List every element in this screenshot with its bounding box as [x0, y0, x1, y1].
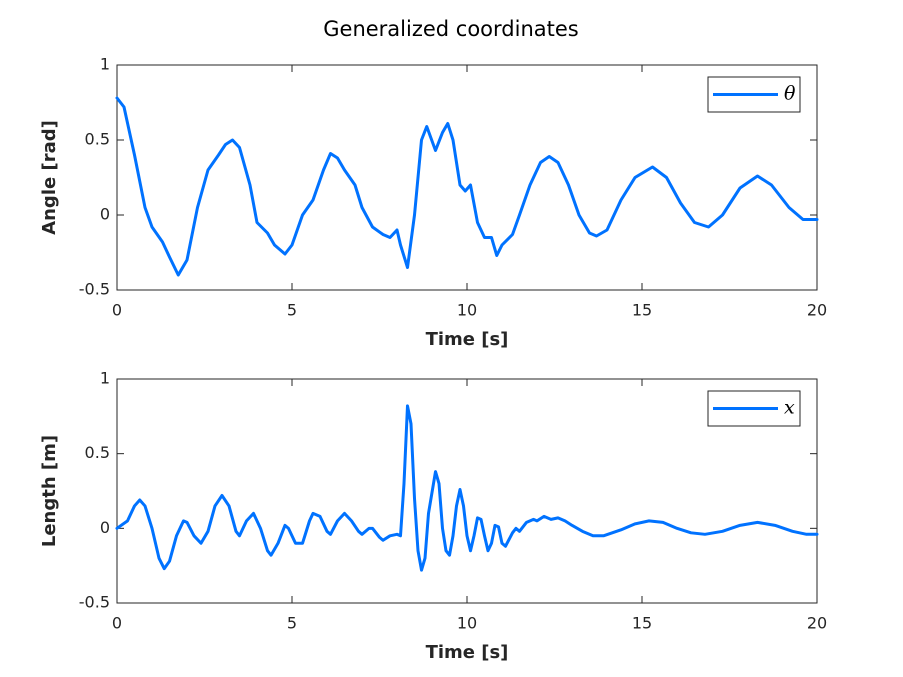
x-axis-label: Time [s]: [426, 329, 509, 350]
y-tick-label: -0.5: [79, 593, 110, 612]
x-tick-label: 15: [632, 301, 652, 320]
axes-box: [116, 64, 818, 291]
x-tick-label: 5: [287, 614, 297, 633]
y-tick-label: -0.5: [79, 280, 110, 299]
figure-title: Generalized coordinates: [323, 17, 579, 41]
x-tick-label: 0: [112, 614, 122, 633]
legend-label: θ: [784, 83, 796, 105]
x-tick-label: 15: [632, 614, 652, 633]
x-tick-label: 20: [807, 614, 827, 633]
y-axis-label: Length [m]: [39, 435, 60, 547]
plot-area: [117, 379, 817, 603]
y-tick-label: 0: [100, 205, 110, 224]
plot-area: [117, 65, 817, 290]
x-axis-label: Time [s]: [426, 642, 509, 663]
x-tick-label: 10: [457, 301, 477, 320]
data-line: [115, 404, 819, 572]
y-tick-label: 0.5: [85, 443, 110, 462]
axes-box: [116, 378, 818, 604]
y-axis-label: Angle [rad]: [39, 120, 60, 235]
x-tick-label: 20: [807, 301, 827, 320]
x-tick-label: 10: [457, 614, 477, 633]
y-tick-label: 0.5: [85, 130, 110, 149]
y-tick-label: 0: [100, 518, 110, 537]
y-tick-label: 1: [100, 369, 110, 388]
x-tick-label: 0: [112, 301, 122, 320]
y-tick-label: 1: [100, 55, 110, 74]
data-line: [115, 96, 819, 277]
x-tick-label: 5: [287, 301, 297, 320]
legend-label: x: [784, 397, 795, 419]
